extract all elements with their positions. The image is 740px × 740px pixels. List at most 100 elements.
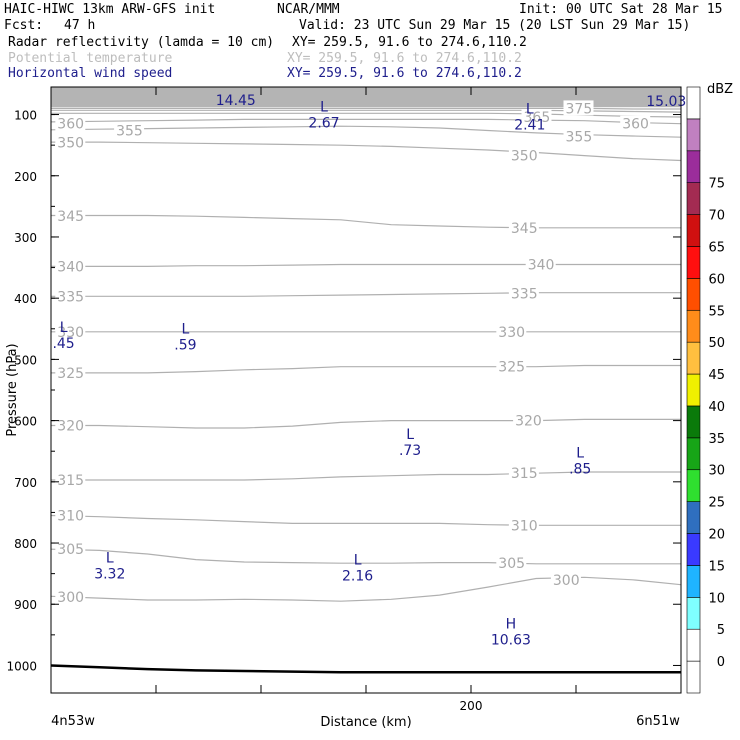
theta-contour-345 <box>51 214 681 229</box>
colorbar-swatch-10 <box>686 341 701 375</box>
theta-label-13: 350 <box>511 149 538 165</box>
theta-label-bg <box>55 471 86 487</box>
wind-high-marker-8: H <box>506 617 517 633</box>
colorbar-label-70: 70 <box>708 209 725 224</box>
theta-label-bg <box>55 507 86 523</box>
theta-label-23: 300 <box>553 573 580 589</box>
theta-contour-305 <box>50 548 681 565</box>
colorbar-swatch-6 <box>686 469 701 502</box>
theta-label-bg <box>508 465 539 481</box>
colorbar-swatch-11 <box>686 309 701 343</box>
theta-label-21: 310 <box>511 518 538 534</box>
theta-label-9: 315 <box>57 473 84 489</box>
x-endpoint-right: 6n51w <box>636 714 680 729</box>
y-tick-label-700: 700 <box>14 476 37 490</box>
x-endpoint-left: 4n53w <box>51 714 95 729</box>
wind-value-0: 2.67 <box>308 115 339 131</box>
field-name-reflectivity: Radar reflectivity (lamda = 10 cm) <box>8 35 275 50</box>
theta-label-1: 355 <box>116 123 143 139</box>
theta-label-2: 350 <box>57 136 84 152</box>
wind-value-4: .73 <box>399 443 421 459</box>
theta-label-8: 320 <box>57 419 84 435</box>
theta-label-0: 360 <box>57 117 84 133</box>
theta-label-10: 310 <box>57 508 84 524</box>
plot-frame <box>50 86 682 694</box>
wind-value-8: 10.63 <box>491 633 531 649</box>
theta-label-26: 355 <box>566 130 593 146</box>
wind-value-1: 2.41 <box>514 117 545 133</box>
colorbar-swatch-5 <box>686 501 701 534</box>
theta-label-bg <box>55 288 86 304</box>
y-tick-label-900: 900 <box>14 598 37 612</box>
field-xy-wind: XY= 259.5, 91.6 to 274.6,110.2 <box>287 66 522 81</box>
theta-label-bg <box>114 122 145 138</box>
wind-value-5: .85 <box>569 461 591 477</box>
theta-label-bg <box>496 323 527 339</box>
theta-contour-360 <box>50 118 682 125</box>
field-name-wind: Horizontal wind speed <box>8 66 173 81</box>
wind-edge-value-0: 14.45 <box>216 93 256 109</box>
wind-low-marker-1: L <box>526 101 534 117</box>
colorbar-label-15: 15 <box>708 559 725 574</box>
colorbar-label-40: 40 <box>708 400 725 415</box>
colorbar-label-60: 60 <box>708 272 725 287</box>
theta-label-bg <box>525 256 556 272</box>
theta-label-11: 305 <box>57 542 84 558</box>
wind-value-7: 2.16 <box>342 568 373 584</box>
colorbar-swatch-18 <box>686 86 701 120</box>
colorbar-swatch-9 <box>686 373 701 407</box>
theta-label-7: 325 <box>57 366 84 382</box>
valid-time: Valid: 23 UTC Sun 29 Mar 15 (20 LST Sun … <box>299 18 691 33</box>
x-tick-label-200: 200 <box>460 699 483 713</box>
theta-contour-320 <box>51 418 681 429</box>
colorbar-label-10: 10 <box>708 591 725 606</box>
colorbar-swatch-16 <box>686 150 701 183</box>
colorbar-label-50: 50 <box>708 336 725 351</box>
colorbar-label-55: 55 <box>708 304 725 319</box>
wind-low-marker-4: L <box>406 427 414 443</box>
init-time: Init: 00 UTC Sat 28 Mar 15 <box>519 2 723 17</box>
y-tick-label-1000: 1000 <box>6 659 37 673</box>
theta-label-bg <box>55 115 86 131</box>
colorbar-label-65: 65 <box>708 240 725 255</box>
wind-low-marker-6: L <box>106 551 114 567</box>
theta-label-bg <box>521 108 552 124</box>
theta-label-bg <box>550 571 581 587</box>
theta-label-20: 315 <box>511 466 538 482</box>
forecast-label: Fcst: <box>4 18 44 33</box>
field-xy-reflectivity: XY= 259.5, 91.6 to 274.6,110.2 <box>292 35 527 50</box>
theta-label-bg <box>513 412 544 428</box>
colorbar-swatch-7 <box>686 437 701 471</box>
theta-label-18: 325 <box>498 360 525 376</box>
field-name-theta: Potential temperature <box>8 51 173 66</box>
colorbar-label-35: 35 <box>708 432 725 447</box>
colorbar-swatch-12 <box>686 278 701 311</box>
x-axis-title: Distance (km) <box>320 715 411 730</box>
theta-label-5: 335 <box>57 289 84 305</box>
theta-contour-315 <box>51 471 681 481</box>
colorbar-swatch-4 <box>686 533 701 566</box>
theta-contour-310 <box>50 514 681 526</box>
theta-label-bg <box>55 364 86 380</box>
theta-label-bg <box>563 128 594 144</box>
colorbar-label-20: 20 <box>708 528 725 543</box>
forecast-hours: 47 h <box>64 18 96 33</box>
theta-label-bg <box>620 115 651 131</box>
colorbar-swatch-0 <box>686 660 701 694</box>
theta-label-bg <box>508 219 539 235</box>
theta-label-bg <box>55 134 86 150</box>
colorbar-swatch-17 <box>686 118 701 152</box>
field-xy-theta: XY= 259.5, 91.6 to 274.6,110.2 <box>287 51 522 66</box>
colorbar-label-45: 45 <box>708 368 725 383</box>
theta-label-bg <box>55 258 86 274</box>
wind-low-marker-0: L <box>320 99 328 115</box>
theta-label-4: 340 <box>57 259 84 275</box>
theta-label-19: 320 <box>515 414 542 430</box>
y-tick-label-800: 800 <box>14 537 37 551</box>
colorbar-swatch-1 <box>686 628 701 662</box>
wind-low-marker-3: L <box>181 322 189 338</box>
wind-low-marker-7: L <box>354 552 362 568</box>
theta-contour-340 <box>51 263 681 267</box>
colorbar-unit: dBZ <box>707 82 733 97</box>
